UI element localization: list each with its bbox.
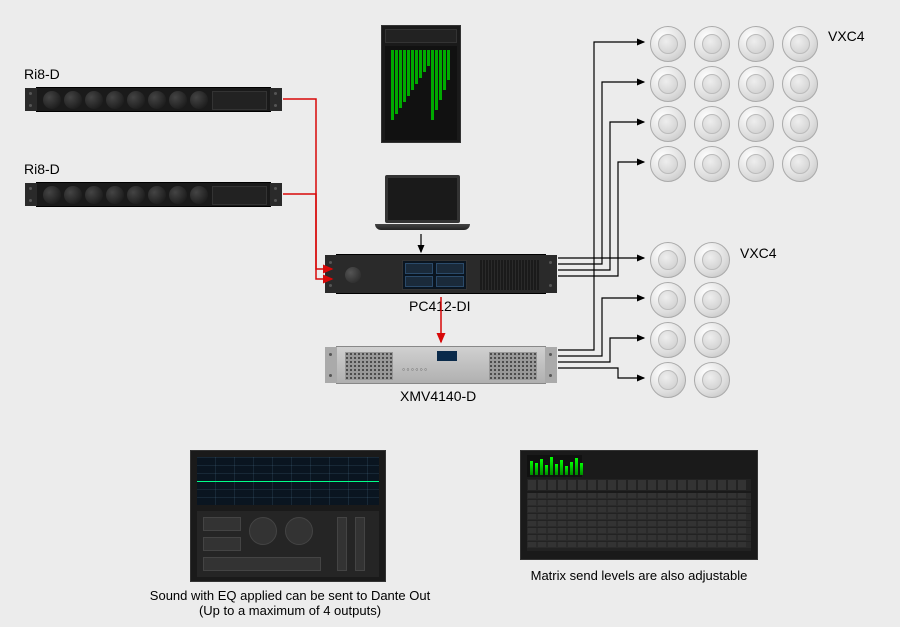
eq-screenshot — [190, 450, 386, 582]
speaker-icon — [782, 106, 818, 142]
speaker-icon — [694, 146, 730, 182]
laptop — [375, 175, 470, 230]
matrix-screenshot — [520, 450, 758, 560]
ri8d-1-device — [36, 87, 271, 112]
speaker-icon — [650, 362, 686, 398]
speaker-grid-top — [646, 24, 826, 184]
speaker-icon — [694, 322, 730, 358]
xmv-device: ○ ○ ○ ○ ○ ○ — [336, 346, 546, 384]
vxc4-bot-label: VXC4 — [740, 245, 777, 261]
ri8d-2-label: Ri8-D — [24, 161, 60, 177]
speaker-icon — [782, 26, 818, 62]
speaker-icon — [650, 282, 686, 318]
speaker-icon — [694, 242, 730, 278]
speaker-icon — [782, 66, 818, 102]
speaker-icon — [650, 322, 686, 358]
speaker-icon — [738, 106, 774, 142]
power-button-icon — [345, 267, 361, 283]
ri8d-1-label: Ri8-D — [24, 66, 60, 82]
xmv-label: XMV4140-D — [400, 388, 476, 404]
dante-controller-screen — [381, 25, 461, 143]
matrix-caption: Matrix send levels are also adjustable — [520, 568, 758, 583]
eq-caption: Sound with EQ applied can be sent to Dan… — [130, 588, 450, 618]
speaker-icon — [738, 26, 774, 62]
pc412-device — [336, 254, 546, 294]
speaker-icon — [782, 146, 818, 182]
speaker-icon — [694, 66, 730, 102]
speaker-icon — [694, 282, 730, 318]
speaker-icon — [650, 66, 686, 102]
speaker-icon — [650, 106, 686, 142]
speaker-icon — [650, 242, 686, 278]
pc412-label: PC412-DI — [409, 298, 470, 314]
speaker-icon — [738, 66, 774, 102]
speaker-icon — [694, 106, 730, 142]
speaker-grid-bottom — [646, 240, 736, 400]
speaker-icon — [738, 146, 774, 182]
speaker-icon — [694, 362, 730, 398]
ri8d-2-device — [36, 182, 271, 207]
speaker-icon — [650, 26, 686, 62]
vxc4-top-label: VXC4 — [828, 28, 865, 44]
speaker-icon — [694, 26, 730, 62]
speaker-icon — [650, 146, 686, 182]
